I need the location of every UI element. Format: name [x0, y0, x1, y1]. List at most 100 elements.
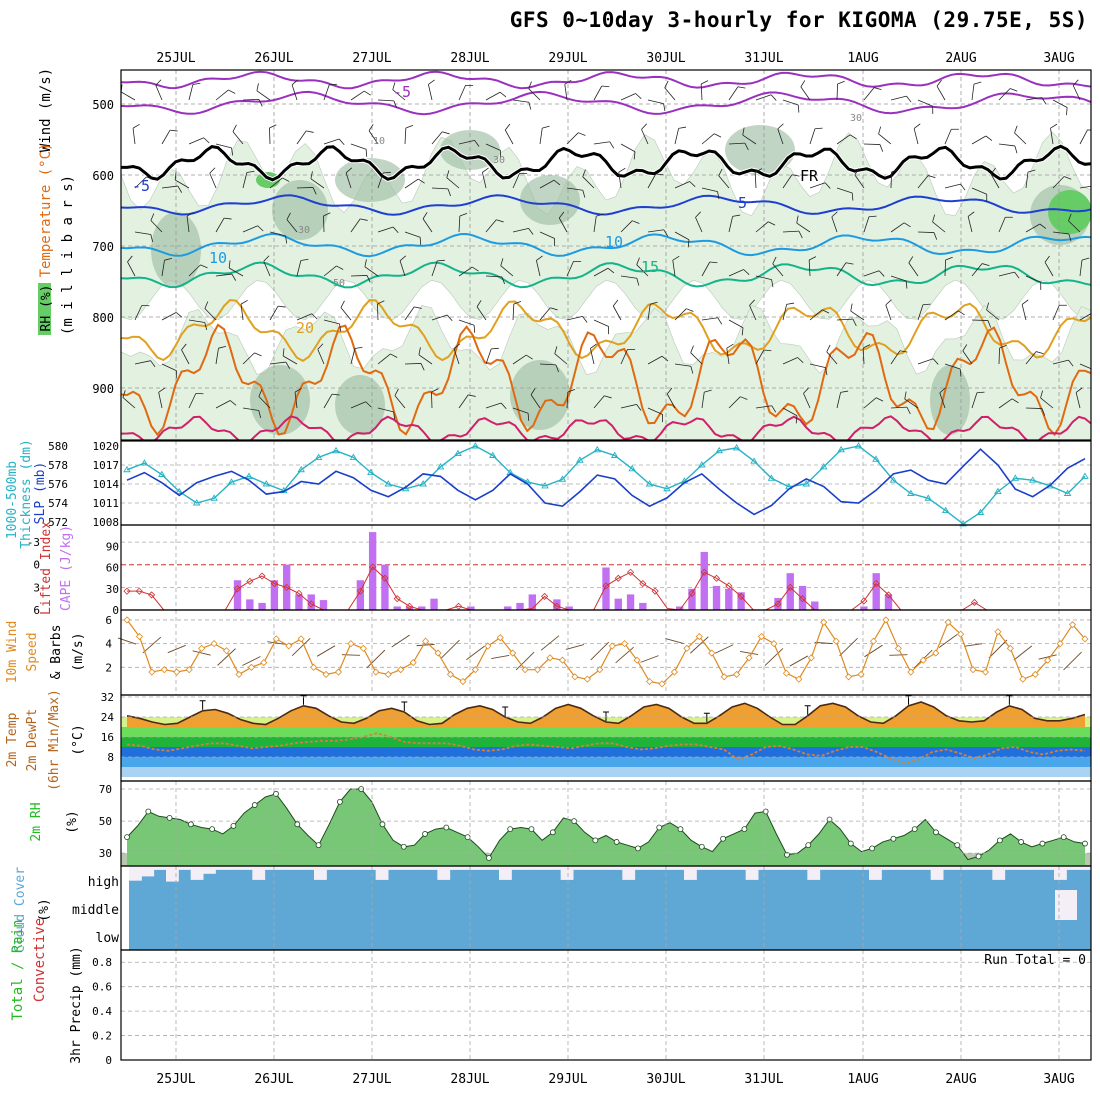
wind10-point [733, 670, 741, 678]
rh-shading-mid-8 [335, 375, 385, 435]
upper-wind-barb-flag [718, 168, 723, 176]
lifted-index-point [872, 580, 880, 588]
upper-wind-barb-flag [472, 266, 479, 272]
cloud-gap [758, 866, 771, 870]
upper-wind-barb [566, 389, 576, 409]
upper-wind-barb-flag [394, 388, 399, 396]
upper-wind-barb-flag [420, 363, 425, 371]
upper-wind-barb-flag [936, 79, 942, 87]
upper-wind-barb [317, 343, 325, 365]
upper-wind-barb [998, 216, 1013, 233]
cloud-gap [400, 866, 414, 870]
pressure-tick-label: 900 [92, 382, 114, 396]
upper-wind-barb-flag [791, 174, 800, 177]
upper-wind-barb [368, 124, 379, 145]
upper-wind-barb [122, 390, 136, 409]
upper-wind-barb-flag [231, 147, 234, 156]
upper-wind-barb [620, 93, 642, 101]
upper-wind-barb [350, 90, 371, 101]
upper-wind-barb-staff [317, 349, 325, 365]
wind10-point [683, 644, 691, 652]
upper-wind-barb [998, 271, 1020, 279]
cloud-gap [684, 866, 697, 880]
rh-point [486, 855, 492, 861]
upper-wind-barb [158, 387, 166, 409]
upper-wind-barb-flag [218, 345, 226, 349]
cape-bar [381, 564, 389, 610]
thickness-point [210, 494, 218, 501]
upper-wind-barb-flag [837, 80, 845, 85]
upper-wind-barb [664, 80, 676, 101]
thickness-point [1028, 476, 1037, 483]
upper-wind-barb-flag [831, 211, 838, 218]
upper-wind-barb-staff [728, 269, 744, 277]
upper-wind-barb-staff [554, 353, 568, 365]
thickness-point [454, 449, 462, 457]
upper-wind-barb [1079, 311, 1091, 321]
thickness-point [297, 465, 305, 473]
upper-wind-barb [647, 229, 669, 237]
lifted-index-point [700, 568, 708, 576]
cape-bar [712, 585, 721, 610]
thickness-point [889, 476, 898, 483]
upper-wind-barb [701, 133, 722, 145]
upper-wind-barb-staff [647, 355, 663, 365]
rh-point [805, 842, 812, 849]
temp-color-band [121, 757, 1091, 767]
surface-panels [117, 441, 1092, 1060]
upper-wind-barb [188, 137, 210, 145]
upper-wind-barb [504, 123, 514, 145]
upper-wind-barb-staff [590, 348, 595, 365]
upper-wind-barb-flag [578, 132, 586, 136]
wind10-point [670, 668, 678, 676]
upper-wind-barb [530, 388, 541, 409]
upper-wind-barb-staff [809, 128, 816, 145]
upper-wind-barb-flag [770, 94, 777, 101]
upper-wind-barb [971, 135, 993, 145]
upper-wind-barb-flag [246, 170, 255, 173]
upper-wind-barb-flag [663, 229, 669, 237]
upper-wind-barb [564, 79, 572, 101]
upper-wind-barb [836, 262, 854, 277]
upper-wind-barb [593, 141, 615, 149]
cloud-gap [708, 866, 722, 870]
upper-wind-barb [345, 167, 353, 189]
upper-wind-barb-flag [987, 320, 992, 328]
upper-wind-barb-flag [582, 316, 588, 323]
upper-wind-barb-flag [393, 411, 396, 420]
upper-wind-barb [512, 407, 530, 421]
upper-wind-barb-staff [620, 143, 636, 153]
upper-wind-barb-staff [286, 219, 298, 233]
upper-wind-barb-flag [939, 387, 946, 394]
lifted-index-point [737, 592, 745, 600]
upper-wind-barb [967, 211, 975, 233]
thickness-point [837, 445, 845, 453]
upper-wind-barb-staff [458, 140, 475, 145]
upper-wind-barb [862, 344, 871, 365]
upper-wind-barb [1052, 176, 1072, 189]
cape-bar [688, 588, 696, 610]
upper-wind-barb-staff [350, 401, 366, 409]
upper-wind-barb-staff [782, 99, 799, 106]
upper-wind-barb-flag [632, 220, 640, 224]
wind10-point [397, 666, 405, 674]
upper-wind-barb [310, 171, 325, 189]
thickness-point [158, 470, 166, 477]
cloud-gap [745, 866, 759, 880]
thickness-point [663, 484, 671, 492]
upper-wind-barb-staff [232, 131, 244, 145]
wind10-barb [665, 638, 684, 644]
upper-wind-barb-staff [582, 176, 595, 189]
upper-wind-barb [404, 125, 414, 145]
contour-label: FR [800, 167, 819, 185]
precip-tick-label: 0 [105, 1054, 112, 1067]
upper-wind-barb-staff [458, 85, 466, 101]
upper-wind-barb [232, 124, 244, 145]
upper-wind-barb-flag [906, 406, 911, 415]
upper-wind-barb-staff [242, 352, 255, 365]
cloud-gap [1066, 866, 1080, 870]
upper-wind-barb-staff [782, 174, 793, 189]
upper-wind-barb-flag [550, 307, 558, 311]
upper-wind-barb [800, 80, 811, 101]
upper-wind-barb [917, 358, 939, 365]
